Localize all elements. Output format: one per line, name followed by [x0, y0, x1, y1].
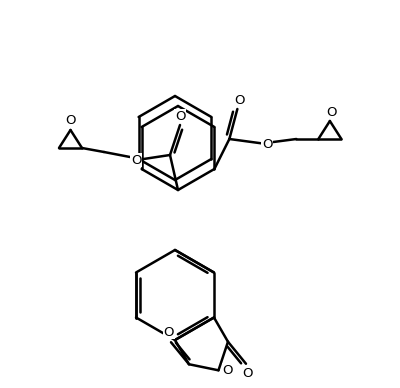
Text: O: O — [234, 94, 245, 106]
Text: O: O — [327, 106, 337, 118]
Text: O: O — [222, 364, 233, 377]
Text: O: O — [175, 109, 185, 123]
Text: O: O — [131, 154, 141, 166]
Text: O: O — [262, 137, 273, 151]
Text: O: O — [164, 326, 174, 339]
Text: O: O — [243, 367, 253, 380]
Text: O: O — [65, 114, 76, 128]
